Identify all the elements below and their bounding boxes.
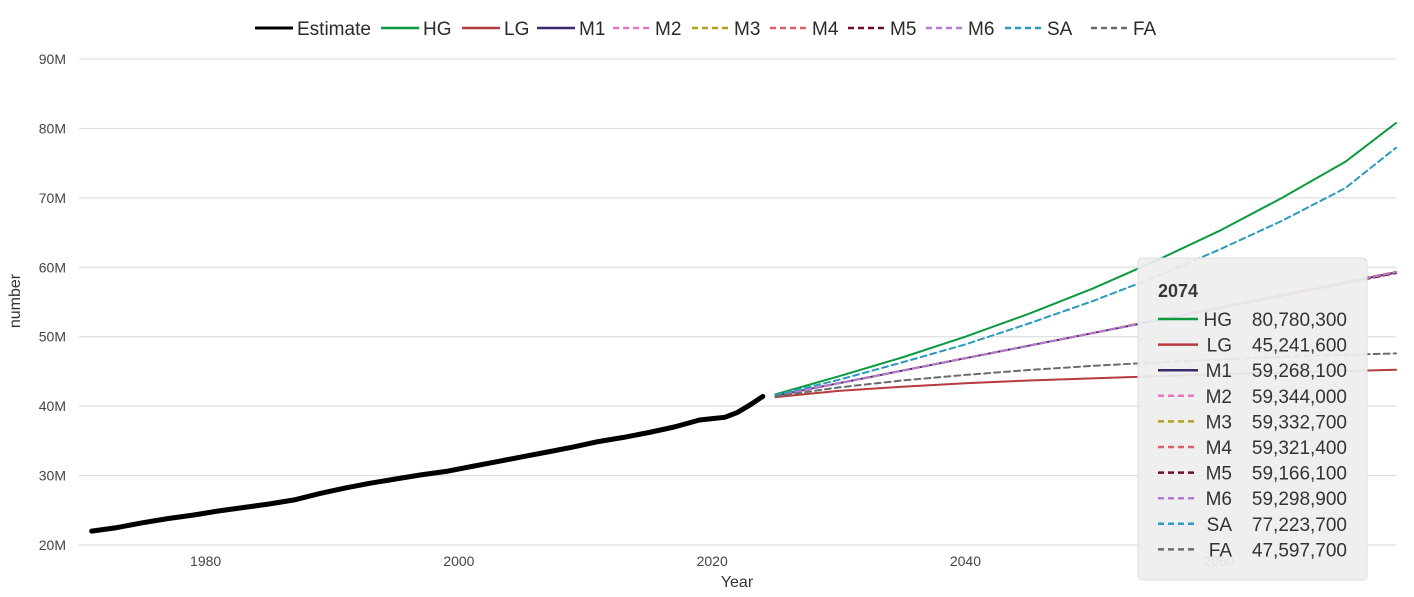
tooltip-series-name: FA: [1209, 540, 1233, 561]
tooltip-series-name: LG: [1207, 336, 1232, 357]
tooltip-title: 2074: [1158, 281, 1198, 301]
legend-label: M3: [734, 19, 760, 40]
legend-label: M1: [579, 19, 605, 40]
x-axis-ticks: 19802000202020402060: [190, 553, 1234, 569]
y-tick-label: 30M: [39, 468, 66, 484]
series-line-sa: [774, 146, 1397, 396]
tooltip-series-name: M1: [1206, 361, 1232, 382]
tooltip-series-name: SA: [1207, 515, 1233, 536]
tooltip-value: 59,332,700: [1252, 412, 1347, 433]
tooltip-value: 47,597,700: [1252, 540, 1347, 561]
tooltip-series-name: HG: [1204, 310, 1233, 331]
series-line-m6: [774, 271, 1397, 397]
tooltip-value: 59,344,000: [1252, 387, 1347, 408]
series-line-hg: [774, 122, 1397, 396]
y-tick-label: 60M: [39, 259, 66, 275]
tooltip-value: 59,268,100: [1252, 361, 1347, 382]
y-tick-label: 80M: [39, 120, 66, 136]
x-tick-label: 2040: [950, 553, 981, 569]
y-tick-label: 90M: [39, 51, 66, 67]
gridlines: [79, 58, 1396, 546]
legend-label: Estimate: [297, 19, 371, 40]
tooltip-value: 59,298,900: [1252, 489, 1347, 510]
legend-label: M4: [812, 19, 839, 40]
tooltip-value: 59,321,400: [1252, 438, 1347, 459]
y-axis-ticks: 20M 30M 40M 50M 60M 70M 80M 90M: [39, 51, 66, 553]
tooltip-series-name: M4: [1206, 438, 1233, 459]
tooltip-series-name: M2: [1206, 387, 1232, 408]
legend-label: M2: [655, 19, 681, 40]
tooltip-value: 80,780,300: [1252, 310, 1347, 331]
legend: Estimate HG LG M1 M2 M3 M4 M5 M6 SA FA: [255, 19, 1157, 40]
tooltip-value: 45,241,600: [1252, 336, 1347, 357]
tooltip-value: 59,166,100: [1252, 464, 1347, 485]
legend-label: M6: [968, 19, 994, 40]
legend-label: HG: [423, 19, 452, 40]
x-tick-label: 2000: [443, 553, 474, 569]
y-tick-label: 70M: [39, 190, 66, 206]
y-tick-label: 40M: [39, 398, 66, 414]
x-axis-title: Year: [721, 574, 754, 591]
y-axis-title: number: [7, 273, 24, 328]
legend-label: SA: [1047, 19, 1073, 40]
series-line-estimate: [89, 393, 766, 534]
tooltip-box: [1137, 257, 1368, 581]
legend-label: M5: [890, 19, 916, 40]
hover-tooltip: 2074 HG 80,780,300 LG 45,241,600 M1 59,268,100…: [1137, 257, 1368, 581]
tooltip-series-name: M6: [1206, 489, 1232, 510]
tooltip-series-name: M3: [1206, 412, 1232, 433]
y-tick-label: 20M: [39, 537, 66, 553]
y-tick-label: 50M: [39, 329, 66, 345]
tooltip-series-name: M5: [1206, 464, 1232, 485]
legend-label: FA: [1133, 19, 1157, 40]
x-tick-label: 1980: [190, 553, 221, 569]
tooltip-value: 77,223,700: [1252, 515, 1347, 536]
x-tick-label: 2020: [697, 553, 728, 569]
legend-label: LG: [504, 19, 529, 40]
